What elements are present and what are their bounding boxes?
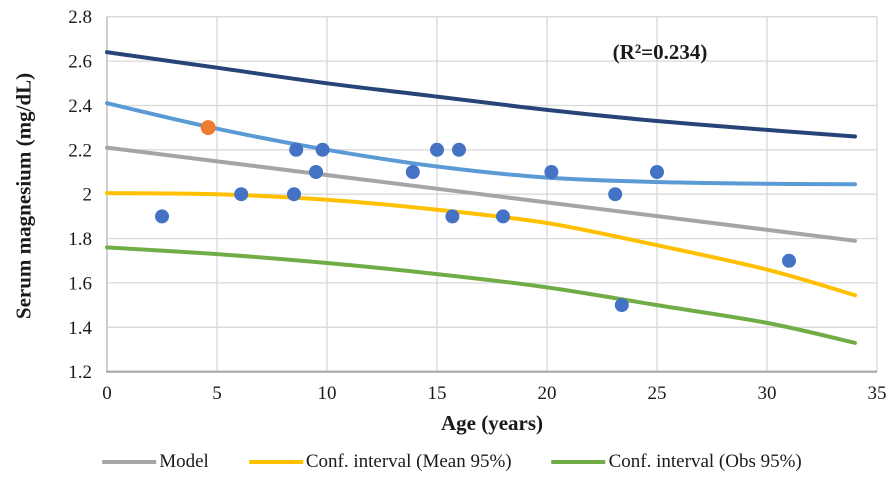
y-tick-label: 1.4	[68, 318, 92, 339]
x-tick-label: 25	[648, 383, 667, 404]
y-axis-title: Serum magnesium (mg/dL)	[11, 72, 36, 320]
data-point	[287, 187, 301, 202]
legend-item-model: Model	[102, 451, 209, 473]
y-tick-label: 2	[83, 185, 93, 206]
y-tick-label: 2.4	[68, 96, 92, 117]
legend-label-conf-obs: Conf. interval (Obs 95%)	[608, 451, 802, 472]
data-point	[405, 165, 420, 179]
trend-line-conf-interval-obs-95-lower	[105, 245, 857, 345]
y-tick-label: 1.8	[68, 229, 92, 250]
data-point	[496, 209, 510, 224]
data-point	[289, 142, 304, 157]
legend-label-conf-mean: Conf. interval (Mean 95%)	[305, 451, 512, 472]
model-line-swatch-icon	[102, 460, 157, 464]
data-point	[315, 142, 330, 157]
x-tick-label: 10	[318, 383, 337, 404]
trend-line-conf-interval-mean-95-lower	[105, 191, 857, 298]
r-squared-annotation: (R²=0.234)	[612, 40, 708, 64]
data-point	[234, 187, 249, 202]
x-tick-label: 30	[758, 383, 777, 404]
data-point	[430, 142, 444, 157]
y-tick-label: 2.2	[68, 140, 92, 161]
data-point-highlighted	[200, 120, 216, 136]
x-tick-label: 20	[538, 383, 557, 404]
x-tick-label: 0	[102, 383, 112, 404]
y-tick-label: 1.6	[68, 273, 92, 294]
x-tick-label: 35	[868, 383, 887, 404]
x-tick-label: 15	[428, 383, 447, 404]
trend-line-model	[105, 145, 857, 243]
data-point	[650, 165, 664, 179]
data-point	[309, 165, 323, 179]
conf-obs-line-swatch-icon	[551, 460, 606, 464]
data-point	[155, 209, 169, 224]
legend-label-model: Model	[159, 451, 209, 472]
data-point	[608, 187, 623, 202]
trend-line-conf-interval-obs-95-upper	[105, 50, 857, 139]
x-tick-label: 5	[212, 383, 222, 404]
y-tick-label: 1.2	[68, 362, 92, 383]
trend-line-conf-interval-mean-95-upper	[105, 101, 857, 187]
data-point	[452, 142, 466, 157]
legend-item-conf-obs: Conf. interval (Obs 95%)	[551, 451, 802, 473]
legend: Model Conf. interval (Mean 95%) Conf. in…	[102, 451, 802, 473]
data-point	[782, 253, 796, 268]
y-tick-label: 2.8	[68, 7, 92, 28]
legend-item-conf-mean: Conf. interval (Mean 95%)	[248, 451, 512, 473]
x-axis-title: Age (years)	[440, 411, 544, 435]
data-point	[445, 209, 460, 224]
data-point	[544, 165, 559, 179]
y-tick-label: 2.6	[68, 52, 92, 73]
conf-mean-line-swatch-icon	[248, 460, 303, 464]
data-point	[614, 298, 629, 313]
